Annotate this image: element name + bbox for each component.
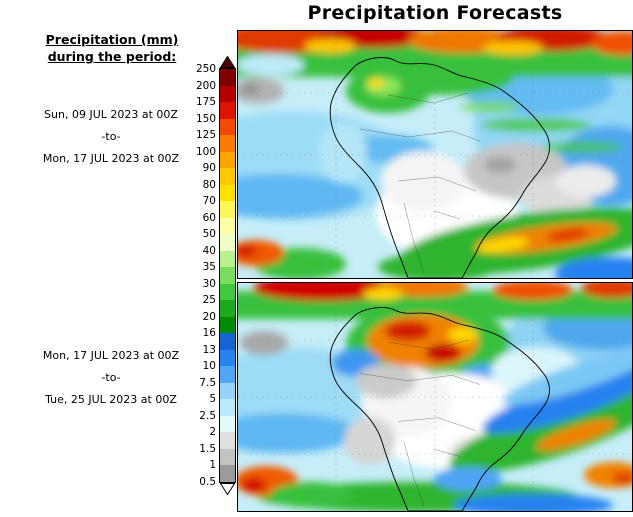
- colorbar-tick-label: 1: [209, 459, 216, 471]
- precip-map-2: [238, 283, 632, 511]
- map-1-graticule: [238, 31, 632, 278]
- forecast-map-panel-1: [237, 30, 633, 279]
- colorbar-segment: [220, 85, 235, 102]
- colorbar-segment: [220, 316, 235, 333]
- colorbar-segment: [220, 465, 235, 482]
- colorbar-tick-label: 25: [202, 294, 216, 306]
- colorbar-arrow-top-icon: [220, 56, 235, 68]
- colorbar-tick-label: 80: [202, 178, 216, 191]
- legend-heading-line2: during the period:: [47, 48, 177, 64]
- colorbar-tick-label: 5: [209, 393, 216, 405]
- colorbar-tick-label: 20: [202, 310, 216, 323]
- colorbar-arrow-bottom-icon: [220, 482, 235, 495]
- colorbar-segment: [220, 184, 235, 201]
- period-2-separator: -to-: [101, 371, 121, 384]
- colorbar-tick-label: 0.5: [199, 475, 216, 488]
- colorbar-segment: [220, 448, 235, 465]
- colorbar-tick-label: 7.5: [199, 376, 216, 389]
- colorbar-segment: [220, 168, 235, 185]
- map-1-precip-field: [238, 31, 632, 278]
- colorbar-segment: [220, 234, 235, 251]
- colorbar-tick-label: 250: [195, 63, 216, 75]
- colorbar-segments: [219, 68, 236, 483]
- colorbar-tick-label: 200: [195, 79, 216, 92]
- period-1-separator: -to-: [101, 130, 121, 143]
- colorbar-segment: [220, 432, 235, 449]
- colorbar-segment: [220, 366, 235, 383]
- map-2-precip-field: [238, 283, 632, 511]
- colorbar-tick-label: 2: [209, 426, 216, 438]
- period-2-dates: Mon, 17 JUL 2023 at 00Z -to- Tue, 25 JUL…: [2, 349, 220, 406]
- colorbar-tick-label: 35: [202, 261, 216, 273]
- colorbar-segment: [220, 415, 235, 432]
- colorbar-tick-label: 100: [195, 145, 216, 158]
- colorbar-segment: [220, 118, 235, 135]
- colorbar-segment: [220, 69, 235, 86]
- colorbar-tick-label: 150: [195, 112, 216, 125]
- page-title: Precipitation Forecasts: [307, 2, 563, 24]
- colorbar-ticks: 250 200 175 150 125 100 90 80 70 60 50 40 35 30 25 20 16…: [182, 56, 216, 500]
- colorbar: 250 200 175 150 125 100 90 80 70 60 50 40 35 30 25 20 16…: [182, 56, 238, 500]
- period-1-start: Sun, 09 JUL 2023 at 00Z: [44, 108, 178, 121]
- colorbar-segment: [220, 217, 235, 234]
- colorbar-segment: [220, 399, 235, 416]
- colorbar-tick-label: 2.5: [199, 409, 216, 422]
- period-1-dates: Sun, 09 JUL 2023 at 00Z -to- Mon, 17 JUL…: [2, 108, 220, 165]
- colorbar-tick-label: 70: [202, 195, 216, 207]
- colorbar-tick-label: 16: [202, 327, 216, 339]
- map-2-coastline: [329, 307, 550, 511]
- colorbar-tick-label: 90: [202, 162, 216, 174]
- colorbar-tick-label: 125: [195, 129, 216, 141]
- colorbar-segment: [220, 201, 235, 218]
- legend-heading: Precipitation (mm) during the period:: [18, 32, 206, 66]
- forecast-map-panel-2: [237, 282, 633, 512]
- colorbar-segment: [220, 349, 235, 366]
- colorbar-tick-label: 1.5: [199, 442, 216, 455]
- colorbar-segment: [220, 250, 235, 267]
- colorbar-tick-label: 13: [202, 343, 216, 356]
- map-1-coastline: [329, 57, 550, 278]
- colorbar-segment: [220, 300, 235, 317]
- precip-map-1: [238, 31, 632, 278]
- colorbar-tick-label: 175: [195, 96, 216, 108]
- map-1-borders: [359, 92, 481, 274]
- colorbar-segment: [220, 151, 235, 168]
- colorbar-segment: [220, 283, 235, 300]
- map-2-borders: [359, 340, 481, 507]
- colorbar-segment: [220, 333, 235, 350]
- legend-heading-line1: Precipitation (mm): [45, 32, 179, 47]
- colorbar-tick-label: 60: [202, 211, 216, 224]
- colorbar-segment: [220, 267, 235, 284]
- colorbar-tick-label: 10: [202, 360, 216, 372]
- colorbar-segment: [220, 102, 235, 119]
- colorbar-tick-label: 40: [202, 244, 216, 257]
- period-1-end: Mon, 17 JUL 2023 at 00Z: [42, 152, 180, 165]
- colorbar-segment: [220, 135, 235, 152]
- colorbar-segment: [220, 382, 235, 399]
- period-2-end: Tue, 25 JUL 2023 at 00Z: [45, 393, 177, 406]
- colorbar-tick-label: 30: [202, 277, 216, 290]
- colorbar-bar: [219, 56, 236, 495]
- colorbar-tick-label: 50: [202, 228, 216, 240]
- period-2-start: Mon, 17 JUL 2023 at 00Z: [42, 349, 180, 362]
- map-2-graticule: [238, 283, 632, 511]
